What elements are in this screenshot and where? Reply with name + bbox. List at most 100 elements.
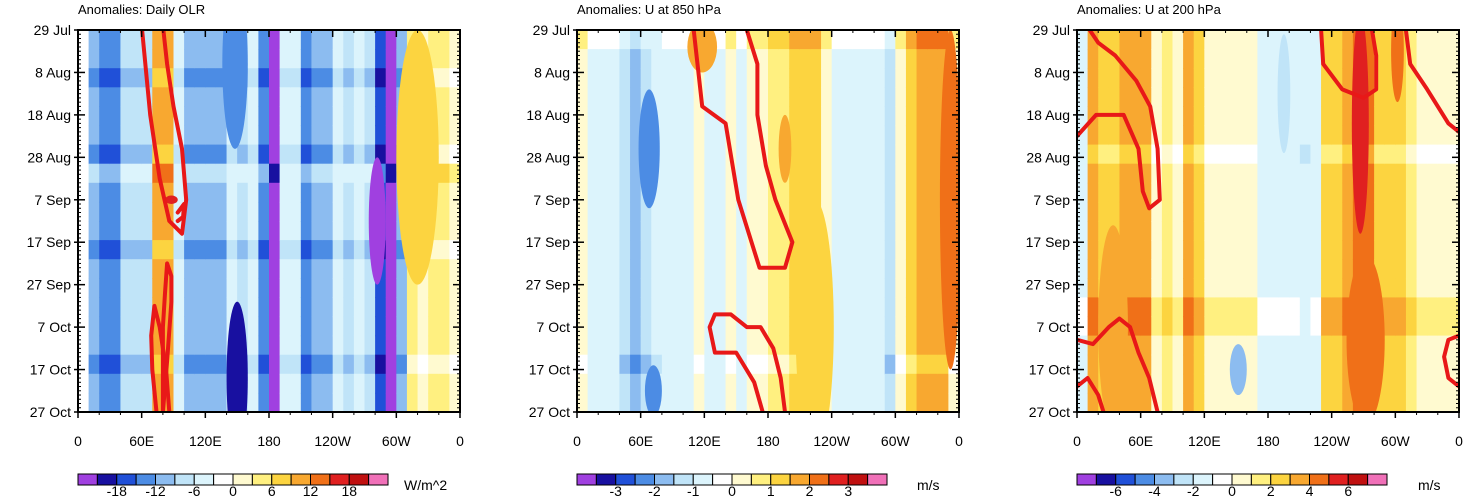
heatmap-cell [799,163,812,184]
heatmap-cell [364,106,376,127]
heatmap-cell [1225,278,1237,298]
heatmap-cell [1310,278,1322,298]
heatmap-cell [683,87,695,107]
heatmap-cell [1331,163,1343,184]
heatmap-cell [905,125,918,146]
heatmap-cell [1161,297,1174,318]
heatmap-cell [258,373,270,394]
heatmap-cell [672,354,684,375]
heatmap-cell [1087,49,1099,69]
heatmap-cell [842,87,854,107]
heatmap-cell [1140,240,1152,260]
heatmap-cell [99,240,111,260]
heatmap-cell [237,144,249,165]
heatmap-cell [587,106,599,127]
heatmap-cell [428,240,440,260]
heatmap-cell [173,297,185,318]
heatmap-cell [1331,30,1343,50]
heatmap-cell [1299,316,1312,337]
heatmap-cell [736,144,748,165]
heatmap-cell [364,373,376,394]
heatmap-cell [587,201,599,222]
heatmap-cell [630,373,642,394]
heatmap-cell [746,373,758,394]
heatmap-cell [1384,392,1396,412]
heatmap-cell [895,182,907,203]
heatmap-cell [672,30,684,50]
heatmap-cell [449,240,460,260]
heatmap-cell [449,144,460,165]
heatmap-cell [120,201,132,222]
heatmap-cell [736,297,748,318]
heatmap-cell [269,354,281,375]
heatmap-cell [746,392,758,412]
heatmap-cell [736,163,748,184]
heatmap-cell [608,259,621,279]
heatmap-cell [205,30,217,50]
heatmap-cell [1268,278,1280,298]
heatmap-cell [332,182,344,203]
heatmap-cell [1119,49,1131,69]
heatmap-cell [247,144,259,165]
heatmap-cell [577,201,589,222]
heatmap-cell [1098,125,1110,146]
heatmap-cell [693,278,705,298]
heatmap-cell [1416,373,1428,394]
heatmap-cell [842,144,854,165]
heatmap-cell [353,316,366,337]
heatmap-cell [704,106,716,127]
heatmap-cell [661,335,674,356]
colorbar: -3 -2 -1 0 1 2 3 m/s [576,473,940,497]
heatmap-cell [1299,297,1312,318]
heatmap-cell [1130,144,1142,165]
heatmap-cell [417,316,429,337]
heatmap-cell [279,278,291,298]
heatmap-cell [131,163,143,184]
heatmap-cell [141,49,153,69]
heatmap-cell [1374,68,1386,88]
heatmap-cell [1098,221,1110,241]
heatmap-cell [258,68,270,88]
heatmap-cell [852,125,865,146]
x-tick-label: 60W [382,433,412,449]
heatmap-cell [1151,87,1163,107]
heatmap-cell [205,87,217,107]
heatmap-cell [1119,87,1131,107]
heatmap-cell [385,201,397,222]
heatmap-cell [269,163,281,184]
heatmap-cell [895,125,907,146]
heatmap-cell [385,392,397,412]
heatmap-cell [1384,259,1396,279]
heatmap-cell [1448,221,1459,241]
heatmap-cell [1363,106,1375,127]
heatmap-cell [131,30,143,50]
heatmap-cell [874,297,886,318]
heatmap-cell [226,259,238,279]
heatmap-cell [608,182,621,203]
heatmap-cell [831,106,843,127]
chart-title: Anomalies: U at 850 hPa [577,2,722,17]
heatmap-feature [644,365,662,412]
heatmap-cell [173,240,185,260]
heatmap-cell [1416,144,1428,165]
heatmap-cell [332,144,344,165]
heatmap-cell [215,144,228,165]
heatmap-cell [874,49,886,69]
heatmap-cell [577,316,589,337]
heatmap-cell [1289,106,1301,127]
heatmap-cell [131,278,143,298]
heatmap-cell [1331,373,1343,394]
y-tick-label: 17 Sep [526,234,571,250]
heatmap-cell [1299,373,1312,394]
heatmap-cell [131,68,143,88]
heatmap-cell [1246,240,1258,260]
heatmap-cell [1427,316,1439,337]
heatmap-cell [1246,49,1258,69]
heatmap-cell [194,373,206,394]
heatmap-cell [215,354,228,375]
heatmap-cell [1363,68,1375,88]
heatmap-cell [194,278,206,298]
y-tick-label: 28 Aug [526,149,570,165]
heatmap-cell [895,201,907,222]
